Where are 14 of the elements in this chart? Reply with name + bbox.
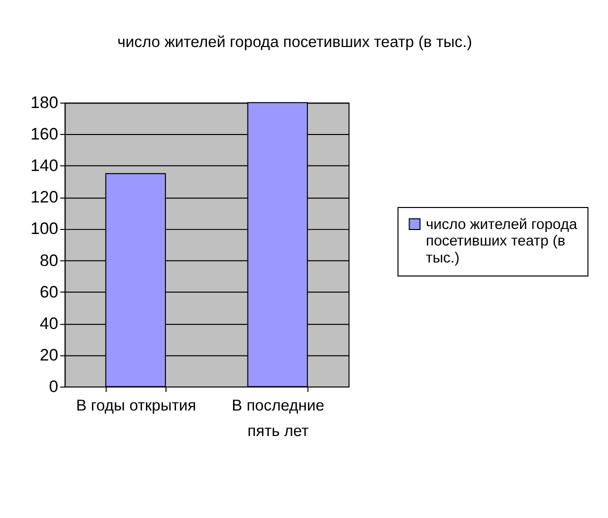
x-tick-label: В годы открытия: [76, 398, 196, 415]
chart-title: число жителей города посетивших театр (в тыс.): [117, 34, 472, 51]
legend-label: число жителей города посетивших театр (в тыс.): [426, 217, 578, 266]
y-tick-label: 20: [40, 345, 58, 364]
x-tick-label: В последние пять лет: [232, 398, 325, 440]
y-tick-label: 140: [30, 156, 58, 176]
y-tick-label: 180: [30, 93, 58, 112]
y-tick-label: 0: [49, 376, 58, 396]
y-tick-label: 100: [30, 219, 58, 238]
y-tick-label: 40: [40, 314, 58, 333]
y-tick-label: 160: [30, 124, 58, 144]
y-tick-label: 60: [40, 282, 58, 302]
y-tick-label: 120: [30, 188, 58, 207]
y-tick-label: 80: [40, 250, 58, 270]
